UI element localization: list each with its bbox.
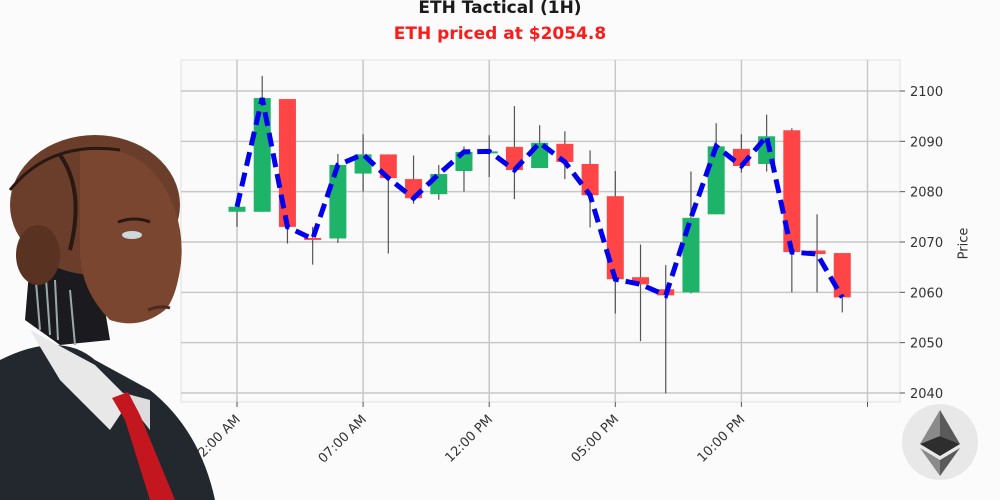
y-tick-label: 2070 [910,236,943,251]
candles [228,75,851,394]
ethereum-logo-icon [902,404,978,480]
candle [632,244,650,342]
y-tick-label: 2040 [910,387,943,402]
x-tick-label: 07:00 AM [316,412,370,466]
x-tick-label: 12:00 PM [443,412,496,465]
x-tick-label: 05:00 PM [569,412,622,465]
chart-title: ETH Tactical (1H) [418,0,582,18]
y-tick-label: 2050 [910,337,943,352]
price-subtitle: ETH priced at $2054.8 [393,24,607,44]
trend-line [234,97,845,299]
y-tick-label: 2060 [910,286,943,301]
y-axis: 2040 2050 2060 2070 2080 2090 2100 [900,85,943,402]
y-tick-label: 2080 [910,186,943,201]
y-tick-label: 2100 [910,85,943,100]
candle [707,123,725,215]
candle [808,214,826,293]
y-tick-label: 2090 [910,135,943,150]
x-tick-label: 10:00 PM [695,412,748,465]
robot-businessman-illustration [0,135,215,500]
x-axis: 02:00 AM 07:00 AM 12:00 PM 05:00 PM 10:00 PM [190,402,868,466]
candle [228,204,246,227]
candle [581,150,599,228]
y-axis-label: Price [956,227,972,260]
